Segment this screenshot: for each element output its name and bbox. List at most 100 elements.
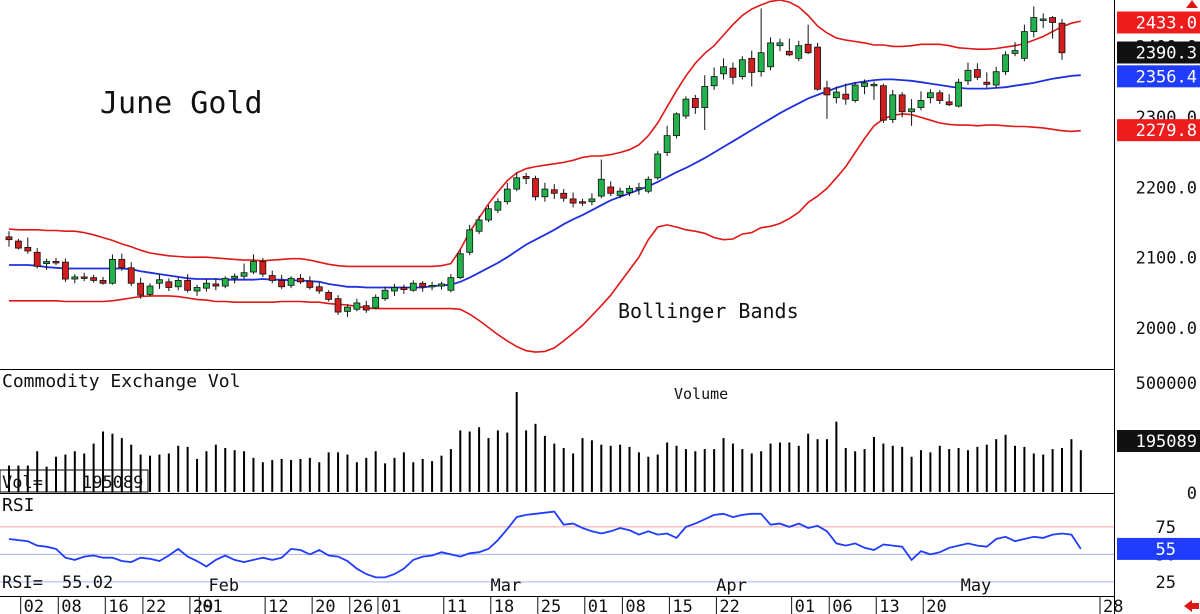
candle-body: [936, 92, 944, 101]
date-tick-label: 13: [879, 597, 899, 614]
candle-body: [964, 69, 972, 82]
date-tick-label: 28: [1103, 597, 1123, 614]
date-tick-label: 01: [202, 597, 222, 614]
candle-body: [306, 280, 314, 288]
volume-tick-label: 500000: [1136, 374, 1197, 394]
candle-body: [917, 100, 925, 108]
candle-body: [635, 187, 643, 190]
rsi-series: 25507555: [0, 510, 1200, 593]
date-tick-label: 11: [447, 597, 467, 614]
candle-body: [795, 45, 803, 59]
rsi-tick-label: 25: [1156, 573, 1176, 593]
candle-body: [673, 113, 680, 137]
candle-body: [691, 98, 699, 108]
candle-body: [513, 177, 521, 190]
month-label: May: [961, 576, 992, 596]
candle-body: [203, 282, 210, 289]
candle-body: [118, 258, 126, 269]
candle-body: [720, 66, 727, 75]
candle-body: [109, 258, 116, 284]
volume-bars: 0250000500000195089: [8, 374, 1200, 504]
date-tick-label: 08: [625, 597, 645, 614]
candle-body: [62, 261, 69, 280]
candle-body: [973, 69, 981, 78]
date-tick-label: 20: [926, 597, 946, 614]
rsi-panel-title: RSI: [2, 495, 35, 516]
candle-body: [682, 98, 690, 117]
date-tick-label: 02: [24, 597, 44, 614]
candle-body: [1058, 22, 1066, 54]
price-tick-label: 2100.0: [1136, 249, 1197, 269]
candle-body: [889, 94, 897, 120]
candle-body: [626, 187, 633, 193]
candle-body: [71, 276, 79, 280]
price-badges: 2433.0 2390.3 2356.4 2279.8: [1117, 11, 1200, 142]
candle-body: [409, 282, 417, 291]
candle-body: [419, 282, 427, 288]
candle-body: [52, 261, 60, 264]
bollinger-annotation: Bollinger Bands: [618, 299, 799, 323]
lower-band-line: [9, 113, 1081, 353]
candle-body: [475, 219, 483, 232]
price-badge-bg: [1117, 65, 1200, 88]
candle-body: [908, 108, 915, 113]
candle-body: [579, 201, 586, 204]
candle-body: [983, 81, 991, 85]
candle-body: [701, 86, 709, 108]
volume-inner-label: Volume: [674, 385, 728, 403]
date-tick-label: 18: [494, 597, 514, 614]
candle-body: [438, 283, 445, 287]
candle-body: [607, 186, 615, 194]
candle-body: [193, 287, 201, 292]
candle-body: [259, 261, 267, 275]
date-tick-label: 08: [61, 597, 81, 614]
candle-body: [43, 261, 51, 264]
candlestick-series: [5, 6, 1066, 317]
candle-body: [456, 253, 464, 279]
candle-body: [146, 285, 154, 295]
candle-body: [221, 277, 229, 287]
volume-badge-value: 195089: [1136, 432, 1197, 452]
candle-body: [1030, 17, 1038, 33]
candle-body: [879, 85, 887, 121]
date-tick-label: 26: [353, 597, 373, 614]
candle-body: [550, 189, 558, 194]
candle-body: [1039, 18, 1047, 21]
candle-body: [616, 190, 624, 196]
volume-tick-label: 0: [1187, 484, 1197, 504]
candle-body: [400, 287, 408, 290]
price-badge-bg: [1117, 41, 1200, 64]
candle-body: [174, 280, 182, 288]
date-tick-label: 22: [719, 597, 739, 614]
month-label: Apr: [716, 576, 747, 596]
candle-body: [738, 59, 746, 78]
candle-body: [776, 42, 784, 47]
candle-body: [353, 302, 361, 310]
candle-body: [90, 277, 98, 281]
candle-body: [297, 277, 304, 283]
candle-body: [532, 178, 539, 198]
candle-body: [278, 280, 286, 288]
candle-body: [372, 296, 380, 309]
month-label: Mar: [490, 576, 521, 596]
date-tick-label: 16: [108, 597, 128, 614]
date-tick-label: 22: [146, 597, 166, 614]
price-badge-bg: [1117, 11, 1200, 34]
candle-body: [447, 277, 455, 291]
date-tick-label: 01: [588, 597, 608, 614]
candle-body: [315, 286, 323, 292]
volume-badge-bg: [1117, 430, 1200, 452]
month-label: Feb: [208, 576, 239, 596]
candle-body: [156, 279, 163, 284]
candle-body: [1002, 54, 1009, 73]
date-tick-label: 15: [672, 597, 692, 614]
date-tick-label: 06: [832, 597, 852, 614]
candle-body: [287, 277, 295, 286]
rsi-readout-value: 55.02: [62, 573, 113, 593]
price-badge-label: 2390.3: [1136, 44, 1197, 64]
price-badge-bg: [1117, 119, 1200, 142]
candle-body: [710, 76, 718, 87]
candle-body: [785, 50, 793, 56]
